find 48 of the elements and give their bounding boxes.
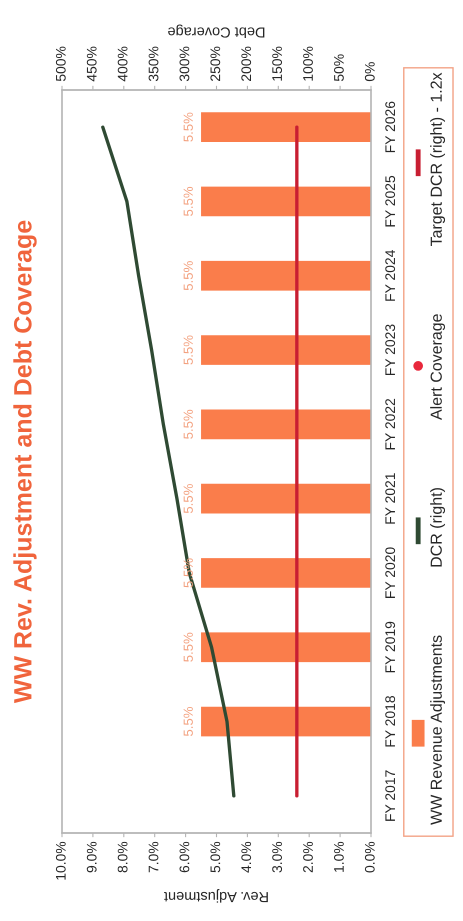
data-label: 5.5% (184, 484, 193, 514)
y-tick-label: FY 2020 (385, 547, 396, 598)
x-tick-label: 7.0% (148, 842, 158, 872)
x2-axis-title: Debt Coverage (168, 24, 264, 38)
x-tick-label: 4.0% (241, 842, 252, 873)
y-tick-label: FY 2017 (385, 770, 396, 821)
x2-tick-label: 250% (210, 46, 220, 81)
legend-label: Target DCR (right) - 1.2x (430, 72, 446, 246)
x-tick-label: 10.0% (56, 842, 66, 880)
x-tick-label: 6.0% (179, 842, 190, 872)
x2-tick-label: 450% (86, 46, 97, 82)
data-label: 5.5% (184, 558, 193, 588)
legend-label: WW Revenue Adjustments (430, 636, 446, 825)
x-tick-label: 0.0% (364, 842, 375, 872)
x2-tick-label: 50% (334, 54, 344, 82)
x2-tick-label: 350% (148, 46, 158, 82)
y-tick-label: FY 2021 (385, 473, 396, 524)
x2-tick-label: 500% (56, 46, 66, 82)
x-tick-label: 2.0% (303, 842, 313, 872)
x2-tick-label: 0% (364, 62, 375, 82)
legend-label: Alert Coverage (430, 314, 446, 420)
y-tick-label: FY 2019 (385, 622, 396, 672)
x2-tick-label: 150% (272, 46, 282, 81)
x-tick-label: 5.0% (210, 842, 220, 872)
x-tick-label: 1.0% (334, 842, 344, 872)
data-label: 5.5% (184, 706, 193, 736)
y-tick-label: FY 2026 (385, 102, 396, 152)
data-label: 5.5% (184, 410, 193, 439)
y-tick-label: FY 2018 (385, 696, 396, 747)
y-tick-label: FY 2024 (385, 250, 396, 301)
x2-tick-label: 200% (241, 46, 252, 81)
x2-tick-label: 300% (179, 46, 190, 82)
y-tick-label: FY 2025 (385, 176, 396, 226)
x2-tick-label: 400% (118, 46, 128, 82)
data-label: 5.5% (184, 261, 193, 290)
x-tick-label: 3.0% (272, 842, 282, 872)
data-label: 5.5% (184, 186, 193, 216)
data-label: 5.5% (184, 335, 193, 365)
data-label: 5.5% (184, 112, 193, 142)
text: WW Rev. Adjustment and Debt Coverage (13, 220, 37, 704)
x-tick-label: 8.0% (118, 842, 128, 872)
x-axis-title: Rev. Adjustment (164, 889, 268, 903)
data-label: 5.5% (184, 632, 193, 662)
legend-label: DCR (right) (430, 488, 446, 567)
x2-tick-label: 100% (303, 46, 313, 81)
y-tick-label: FY 2023 (385, 324, 396, 376)
y-tick-label: FY 2022 (385, 398, 396, 450)
x-tick-label: 9.0% (86, 842, 97, 872)
